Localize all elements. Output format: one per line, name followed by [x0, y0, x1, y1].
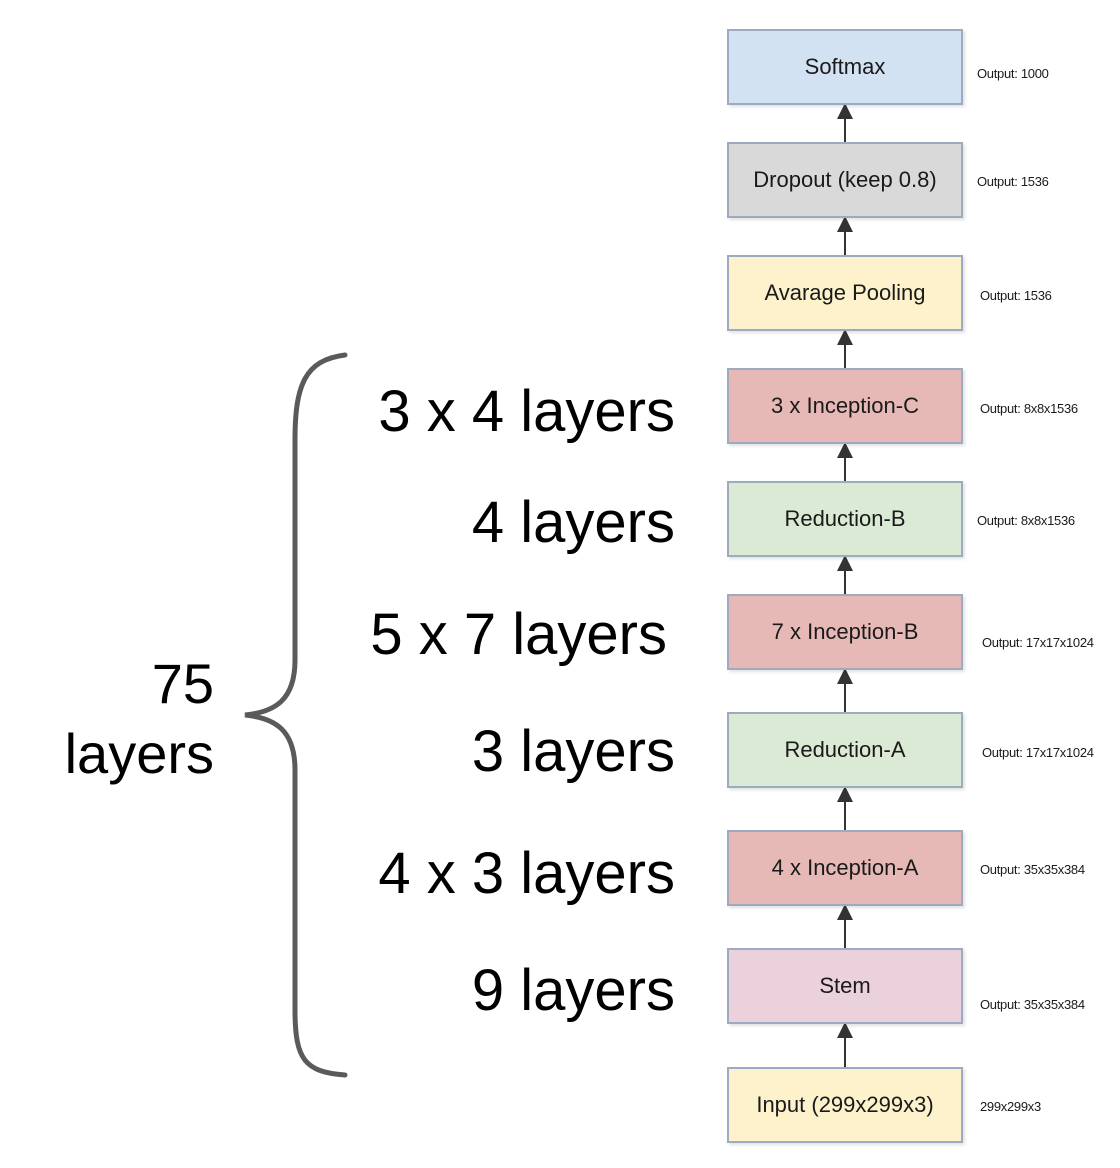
- layers-brace: [244, 352, 348, 1078]
- inception-c-block: 3 x Inception-C: [727, 368, 963, 444]
- stem-output-label: Output: 35x35x384: [980, 997, 1085, 1012]
- reduction-b-block: Reduction-B: [727, 481, 963, 557]
- inception-c-output-label: Output: 8x8x1536: [980, 401, 1078, 416]
- reduction-b-layer-count: 4 layers: [471, 490, 675, 555]
- average-pooling-block: Avarage Pooling: [727, 255, 963, 331]
- total-layers-number: 75: [151, 652, 214, 715]
- total-layers-word: layers: [64, 722, 214, 785]
- inception-b-block: 7 x Inception-B: [727, 594, 963, 670]
- inception-b-layer-count: 5 x 7 layers: [370, 602, 667, 667]
- inception-c-layer-count: 3 x 4 layers: [378, 379, 675, 444]
- average-pooling-output-label: Output: 1536: [980, 288, 1052, 303]
- inception-a-layer-count: 4 x 3 layers: [378, 841, 675, 906]
- reduction-a-block: Reduction-A: [727, 712, 963, 788]
- dropout-output-label: Output: 1536: [977, 174, 1049, 189]
- input-block: Input (299x299x3): [727, 1067, 963, 1143]
- stem-block: Stem: [727, 948, 963, 1024]
- reduction-b-output-label: Output: 8x8x1536: [977, 513, 1075, 528]
- reduction-a-layer-count: 3 layers: [471, 719, 675, 784]
- inception-a-block: 4 x Inception-A: [727, 830, 963, 906]
- input-output-label: 299x299x3: [980, 1099, 1041, 1114]
- softmax-block: Softmax: [727, 29, 963, 105]
- inception-a-output-label: Output: 35x35x384: [980, 862, 1085, 877]
- dropout-block: Dropout (keep 0.8): [727, 142, 963, 218]
- reduction-a-output-label: Output: 17x17x1024: [982, 745, 1094, 760]
- softmax-output-label: Output: 1000: [977, 66, 1049, 81]
- stem-layer-count: 9 layers: [471, 958, 675, 1023]
- inception-b-output-label: Output: 17x17x1024: [982, 635, 1094, 650]
